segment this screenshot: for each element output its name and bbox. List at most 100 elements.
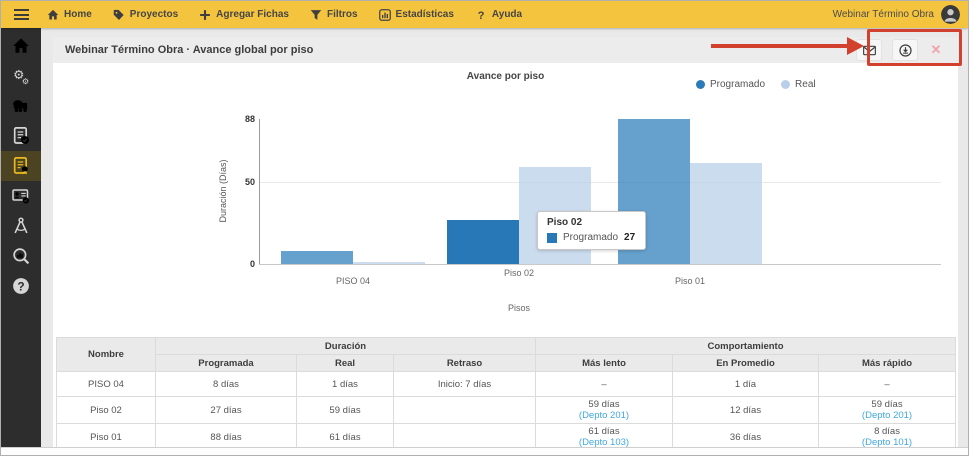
nav-item-label: Home <box>64 9 92 20</box>
tooltip-series-swatch <box>547 233 557 243</box>
table-row-piso-02: Piso 0227 días59 días59 días(Depto 201)1… <box>57 397 956 424</box>
document-check-icon <box>12 127 30 145</box>
home-icon <box>12 37 30 55</box>
nav-item-label: Proyectos <box>130 9 178 20</box>
cell: 59 días <box>297 397 394 424</box>
tooltip-value: 27 <box>624 232 635 243</box>
col-programada: Programada <box>156 355 297 372</box>
cell-value: 59 días <box>822 399 952 410</box>
y-tick-0: 0 <box>231 259 255 269</box>
content-card: Webinar Término Obra · Avance global por… <box>53 37 958 447</box>
sidebar-item-gears[interactable]: ⚙⚙ <box>1 61 41 91</box>
bar-piso-04-programado[interactable] <box>281 251 353 264</box>
sidebar-item-home[interactable] <box>1 31 41 61</box>
chart-title: Avance por piso <box>53 71 958 82</box>
legend-dot-icon <box>696 80 705 89</box>
legend-entry-programado[interactable]: Programado <box>696 79 765 90</box>
cell: – <box>536 372 673 397</box>
nav-item-estadisticas[interactable]: Estadísticas <box>379 9 454 21</box>
cell: 8 días <box>156 372 297 397</box>
y-axis-label: Duración (Días) <box>218 151 228 231</box>
bar-piso-04-real[interactable] <box>353 262 425 264</box>
col-en-promedio: En Promedio <box>673 355 819 372</box>
topnav-menu: Home Proyectos Agregar Fichas Filtros Estadí… <box>47 9 543 21</box>
filter-icon <box>310 9 322 21</box>
table-row-piso-04: PISO 048 días1 díasInicio: 7 días–1 día– <box>57 372 956 397</box>
col-retraso: Retraso <box>394 355 536 372</box>
download-icon <box>899 44 912 57</box>
x-tick-piso-02: Piso 02 <box>504 268 534 278</box>
x-axis-title: Pisos <box>508 303 530 313</box>
svg-text:?: ? <box>17 279 24 293</box>
tooltip-row: Programado 27 <box>547 232 635 243</box>
row-label: Piso 02 <box>57 397 156 424</box>
drafting-compass-icon <box>12 217 30 235</box>
footer-strip <box>1 447 968 455</box>
header-actions: ✕ <box>856 39 946 61</box>
tooltip-series-label: Programado <box>563 232 618 243</box>
nav-item-label: Ayuda <box>492 9 522 20</box>
question-icon: ? <box>475 9 487 21</box>
cell: 59 días(Depto 201) <box>819 397 956 424</box>
col-mas-lento: Más lento <box>536 355 673 372</box>
avatar[interactable] <box>941 5 960 24</box>
y-tick-88: 88 <box>231 114 255 124</box>
y-tick-50: 50 <box>231 177 255 187</box>
sidebar-item-search-chart[interactable] <box>1 241 41 271</box>
nav-item-filtros[interactable]: Filtros <box>310 9 358 21</box>
bar-piso-02-programado[interactable] <box>447 220 519 264</box>
top-navbar: Home Proyectos Agregar Fichas Filtros Estadí… <box>1 1 968 28</box>
cell-value: 61 días <box>539 426 669 437</box>
bar-piso-01-real[interactable] <box>690 163 762 264</box>
depto-link[interactable]: (Depto 201) <box>539 410 669 421</box>
cell: 27 días <box>156 397 297 424</box>
hamburger-menu-icon[interactable] <box>1 9 41 20</box>
summary-table: NombreDuraciónComportamientoProgramadaRe… <box>56 337 956 451</box>
sidebar: ⚙⚙? <box>1 28 41 450</box>
cell-value: 59 días <box>539 399 669 410</box>
nav-item-label: Estadísticas <box>396 9 454 20</box>
cell: 1 día <box>673 372 819 397</box>
cell: Inicio: 7 días <box>394 372 536 397</box>
nav-item-ayuda[interactable]: ? Ayuda <box>475 9 522 21</box>
sidebar-item-document-check[interactable] <box>1 121 41 151</box>
sidebar-item-document-award[interactable] <box>1 151 41 181</box>
col-mas-rapido: Más rápido <box>819 355 956 372</box>
sidebar-item-help-circle[interactable]: ? <box>1 271 41 301</box>
depto-link[interactable]: (Depto 201) <box>822 410 952 421</box>
x-tick-piso-04: PISO 04 <box>336 276 370 286</box>
home-icon <box>47 9 59 21</box>
table-head: NombreDuraciónComportamientoProgramadaRe… <box>57 338 956 372</box>
nav-item-label: Filtros <box>327 9 358 20</box>
tooltip-title: Piso 02 <box>547 217 635 228</box>
sidebar-item-mixer-truck[interactable] <box>1 91 41 121</box>
sidebar-item-drafting-compass[interactable] <box>1 211 41 241</box>
nav-item-label: Agregar Fichas <box>216 9 289 20</box>
legend-label: Programado <box>710 79 765 90</box>
col-group-comportamiento: Comportamiento <box>536 338 956 355</box>
close-icon[interactable]: ✕ <box>928 42 944 58</box>
user-menu[interactable]: Webinar Término Obra <box>833 5 968 24</box>
svg-text:⚙: ⚙ <box>22 76 29 85</box>
nav-item-proyectos[interactable]: Proyectos <box>113 9 178 21</box>
svg-text:?: ? <box>477 9 484 20</box>
download-button[interactable] <box>892 39 918 61</box>
bar-chart-icon <box>379 9 391 21</box>
cell: 59 días(Depto 201) <box>536 397 673 424</box>
summary-table-wrap: NombreDuraciónComportamientoProgramadaRe… <box>56 337 955 451</box>
id-card-check-icon <box>12 187 30 205</box>
plus-icon <box>199 9 211 21</box>
nav-item-agregar-fichas[interactable]: Agregar Fichas <box>199 9 289 21</box>
gears-icon: ⚙⚙ <box>12 67 30 85</box>
email-button[interactable] <box>856 39 882 61</box>
chart-legend: Programado Real <box>696 79 816 90</box>
cell: 1 días <box>297 372 394 397</box>
cell: – <box>819 372 956 397</box>
legend-dot-icon <box>781 80 790 89</box>
sidebar-item-id-card-check[interactable] <box>1 181 41 211</box>
legend-entry-real[interactable]: Real <box>781 79 816 90</box>
col-real: Real <box>297 355 394 372</box>
gridline-50 <box>260 182 941 183</box>
envelope-icon <box>863 44 876 57</box>
nav-item-home[interactable]: Home <box>47 9 92 21</box>
